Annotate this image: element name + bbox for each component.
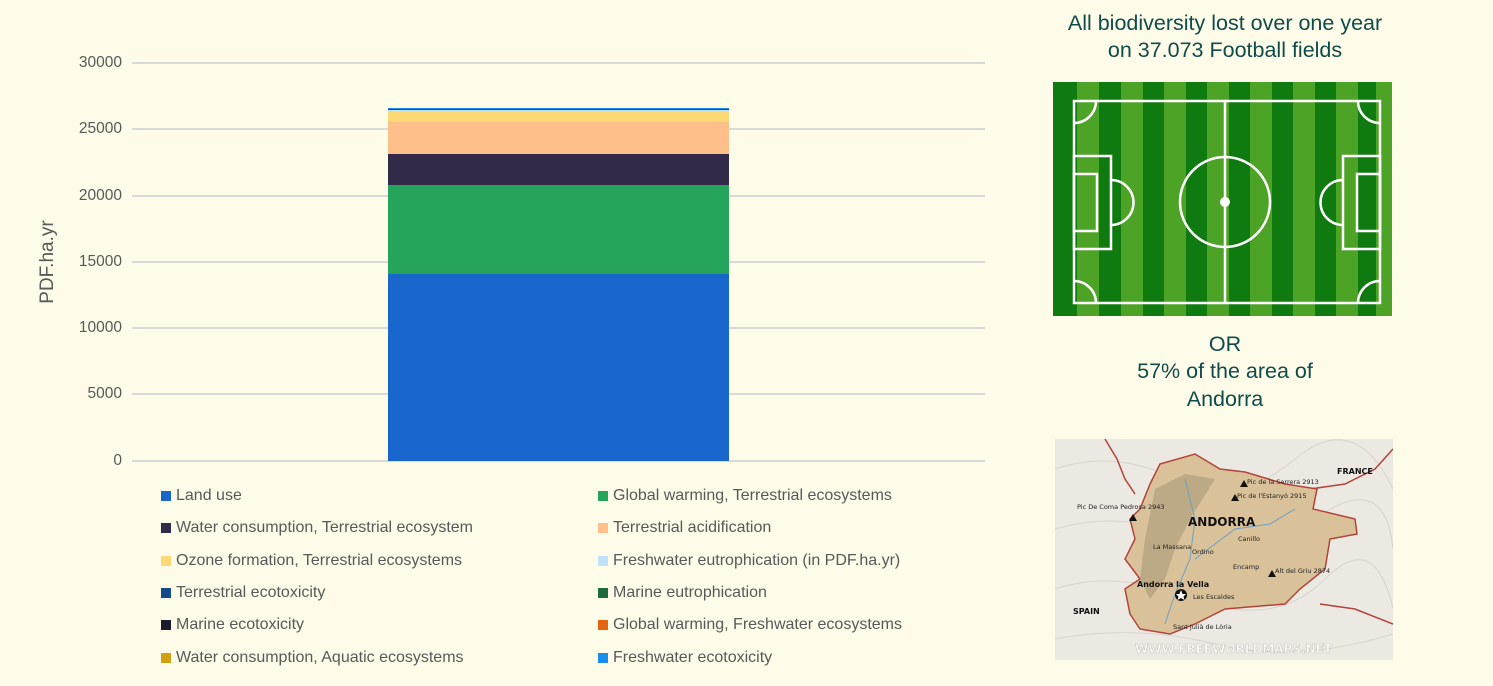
svg-text:WWW.FREEWORLDMAPS.NET: WWW.FREEWORLDMAPS.NET bbox=[1135, 642, 1333, 656]
gridline-zero bbox=[132, 460, 985, 462]
y-tick: 10000 bbox=[78, 319, 122, 336]
legend-swatch-icon bbox=[598, 587, 608, 598]
bar-segment bbox=[388, 108, 729, 111]
legend-label: Terrestrial ecotoxicity bbox=[176, 583, 326, 601]
area-text-line-2: Andorra bbox=[1186, 387, 1264, 411]
legend-label: Marine ecotoxicity bbox=[176, 616, 305, 634]
legend-item: Terrestrial ecotoxicity bbox=[161, 581, 325, 605]
legend-label: Freshwater ecotoxicity bbox=[613, 648, 773, 666]
legend-swatch-icon bbox=[161, 652, 171, 663]
football-field-image bbox=[1053, 82, 1392, 316]
svg-text:Les Escaldes: Les Escaldes bbox=[1193, 593, 1235, 601]
legend-item: Land use bbox=[161, 484, 242, 508]
legend-item: Freshwater eutrophication (in PDF.ha.yr) bbox=[598, 549, 900, 573]
andorra-map-image: ANDORRA FRANCE SPAIN Andorra la Vella Pi… bbox=[1055, 439, 1393, 660]
bar-segment bbox=[388, 185, 729, 274]
legend-item: Terrestrial acidification bbox=[598, 516, 771, 540]
bar-segment bbox=[388, 121, 729, 155]
legend-swatch-icon bbox=[598, 652, 608, 663]
y-tick: 20000 bbox=[78, 187, 122, 204]
svg-text:Alt del Griu 2874: Alt del Griu 2874 bbox=[1275, 567, 1330, 575]
legend-swatch-icon bbox=[598, 523, 608, 534]
legend-label: Land use bbox=[176, 487, 242, 504]
heading-line-1: All biodiversity lost over one year bbox=[1067, 11, 1383, 35]
comparison-panel: All biodiversity lost over one year on 3… bbox=[1010, 0, 1440, 686]
bar-segment bbox=[388, 110, 729, 122]
legend-swatch-icon bbox=[161, 620, 171, 631]
y-tick: 5000 bbox=[87, 385, 122, 402]
legend-swatch-icon bbox=[598, 491, 608, 501]
legend-item: Ozone formation, Terrestrial ecosystems bbox=[161, 549, 462, 573]
legend-label: Water consumption, Terrestrial ecosystem bbox=[176, 519, 473, 537]
svg-text:Pic de la Serrera 2913: Pic de la Serrera 2913 bbox=[1247, 478, 1319, 486]
legend-label: Ozone formation, Terrestrial ecosystems bbox=[176, 551, 463, 569]
legend-item: Global warming, Freshwater ecosystems bbox=[598, 613, 902, 637]
bar-segment bbox=[388, 274, 729, 461]
heading-line-2: on 37.073 Football fields bbox=[1107, 38, 1343, 62]
svg-text:Sant Julià de Lòria: Sant Julià de Lòria bbox=[1173, 623, 1232, 631]
svg-text:Canillo: Canillo bbox=[1238, 535, 1260, 543]
legend-swatch-icon bbox=[161, 587, 171, 598]
svg-text:Encamp: Encamp bbox=[1233, 563, 1259, 571]
y-tick: 30000 bbox=[78, 54, 122, 71]
legend-label: Marine eutrophication bbox=[613, 583, 767, 601]
svg-text:ANDORRA: ANDORRA bbox=[1188, 515, 1256, 529]
legend-item: Water consumption, Terrestrial ecosystem bbox=[161, 516, 473, 540]
bar-segment bbox=[388, 154, 729, 186]
svg-text:Andorra la Vella: Andorra la Vella bbox=[1137, 580, 1209, 589]
bar-segment bbox=[388, 110, 729, 111]
football-field-icon bbox=[1053, 82, 1392, 316]
legend-item: Freshwater ecotoxicity bbox=[598, 646, 772, 670]
svg-text:La Massana: La Massana bbox=[1153, 543, 1191, 551]
legend-swatch-icon bbox=[161, 491, 171, 501]
legend-label: Water consumption, Aquatic ecosystems bbox=[176, 648, 464, 666]
legend-swatch-icon bbox=[161, 555, 171, 566]
y-tick: 15000 bbox=[78, 253, 122, 270]
svg-text:Pic De Coma Pedrosa 2943: Pic De Coma Pedrosa 2943 bbox=[1077, 503, 1165, 511]
legend-item: Marine eutrophication bbox=[598, 581, 767, 605]
y-tick: 25000 bbox=[78, 120, 122, 137]
legend-label: Global warming, Terrestrial ecosystems bbox=[613, 487, 892, 504]
legend-swatch-icon bbox=[598, 555, 608, 566]
legend-swatch-icon bbox=[161, 523, 171, 534]
stacked-bar bbox=[388, 0, 729, 461]
legend-label: Terrestrial acidification bbox=[613, 519, 772, 537]
stacked-bar-chart: PDF.ha.yr 30000 25000 20000 15000 10000 … bbox=[37, 0, 985, 670]
svg-text:SPAIN: SPAIN bbox=[1073, 607, 1100, 616]
legend-label: Global warming, Freshwater ecosystems bbox=[613, 616, 902, 634]
svg-text:FRANCE: FRANCE bbox=[1337, 467, 1373, 476]
svg-text:Pic de l'Estanyó 2915: Pic de l'Estanyó 2915 bbox=[1237, 492, 1307, 500]
area-text-line-1: 57% of the area of bbox=[1137, 359, 1313, 383]
legend-label: Freshwater eutrophication (in PDF.ha.yr) bbox=[613, 551, 901, 569]
gridline bbox=[132, 62, 985, 64]
legend-swatch-icon bbox=[598, 620, 608, 631]
legend-item: Water consumption, Aquatic ecosystems bbox=[161, 646, 464, 670]
andorra-map-icon: ANDORRA FRANCE SPAIN Andorra la Vella Pi… bbox=[1055, 439, 1393, 660]
bar-segment bbox=[388, 108, 729, 109]
y-tick: 0 bbox=[113, 452, 122, 469]
legend-item: Global warming, Terrestrial ecosystems bbox=[598, 484, 892, 508]
svg-text:Ordino: Ordino bbox=[1192, 548, 1214, 556]
or-text: OR bbox=[1208, 332, 1242, 356]
legend-item: Marine ecotoxicity bbox=[161, 613, 304, 637]
